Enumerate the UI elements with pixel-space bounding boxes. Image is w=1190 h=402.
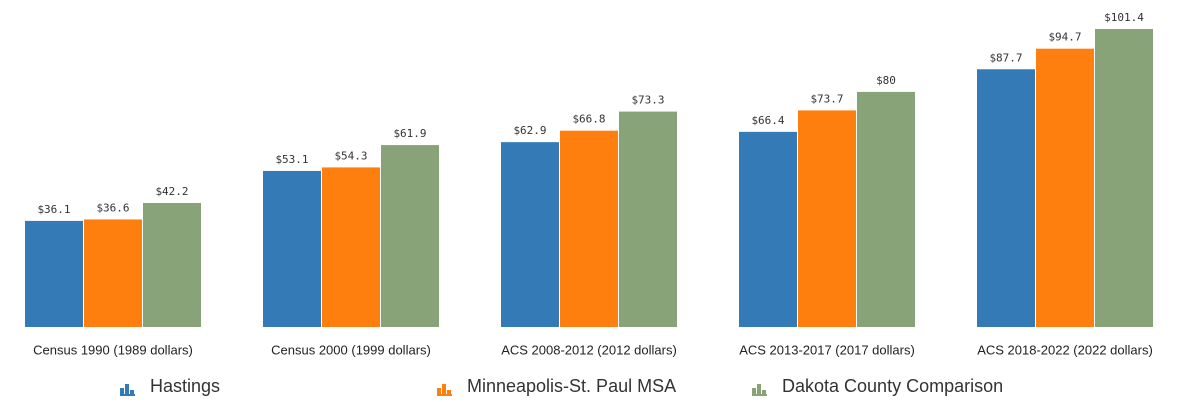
bar	[977, 69, 1035, 327]
data-label: $54.3	[334, 149, 367, 162]
data-label: $73.3	[631, 94, 664, 107]
data-label: $101.4	[1104, 11, 1144, 24]
bar	[263, 170, 321, 327]
bar	[1036, 48, 1094, 327]
bar	[798, 110, 856, 327]
bar	[560, 130, 618, 327]
legend-swatch	[130, 390, 134, 394]
data-label: $42.2	[155, 185, 188, 198]
data-label: $61.9	[393, 127, 426, 140]
legend-swatch	[752, 394, 767, 396]
x-tick-label: ACS 2018-2022 (2022 dollars)	[977, 342, 1153, 357]
bar	[1095, 29, 1153, 327]
data-label: $53.1	[275, 153, 308, 166]
data-label: $62.9	[513, 124, 546, 137]
data-label: $66.8	[572, 113, 605, 126]
legend-label: Minneapolis-St. Paul MSA	[467, 376, 676, 396]
bar	[84, 219, 142, 327]
legend-swatch	[442, 384, 446, 394]
data-label: $94.7	[1048, 31, 1081, 44]
legend-swatch	[757, 384, 761, 394]
bar	[857, 91, 915, 328]
data-label: $73.7	[810, 92, 843, 105]
bar	[143, 202, 201, 327]
data-label: $36.1	[37, 203, 70, 216]
bar	[25, 220, 83, 327]
bar	[619, 111, 677, 328]
bar	[381, 145, 439, 327]
legend-swatch	[437, 394, 452, 396]
legend-swatch	[125, 384, 129, 394]
data-label: $36.6	[96, 201, 129, 214]
data-label: $66.4	[751, 114, 784, 127]
legend-swatch	[762, 390, 766, 394]
legend-label: Dakota County Comparison	[782, 376, 1003, 396]
x-tick-label: Census 2000 (1999 dollars)	[271, 342, 431, 357]
bar	[501, 142, 559, 327]
x-tick-label: Census 1990 (1989 dollars)	[33, 342, 193, 357]
data-label: $80	[876, 74, 896, 87]
legend-swatch	[437, 388, 441, 394]
legend-label: Hastings	[150, 376, 220, 396]
legend-swatch	[120, 394, 135, 396]
bar	[322, 167, 380, 327]
x-tick-label: ACS 2013-2017 (2017 dollars)	[739, 342, 915, 357]
x-tick-label: ACS 2008-2012 (2012 dollars)	[501, 342, 677, 357]
data-label: $87.7	[989, 51, 1022, 64]
legend-swatch	[447, 390, 451, 394]
legend-swatch	[752, 388, 756, 394]
bar	[739, 131, 797, 327]
legend-swatch	[120, 388, 124, 394]
